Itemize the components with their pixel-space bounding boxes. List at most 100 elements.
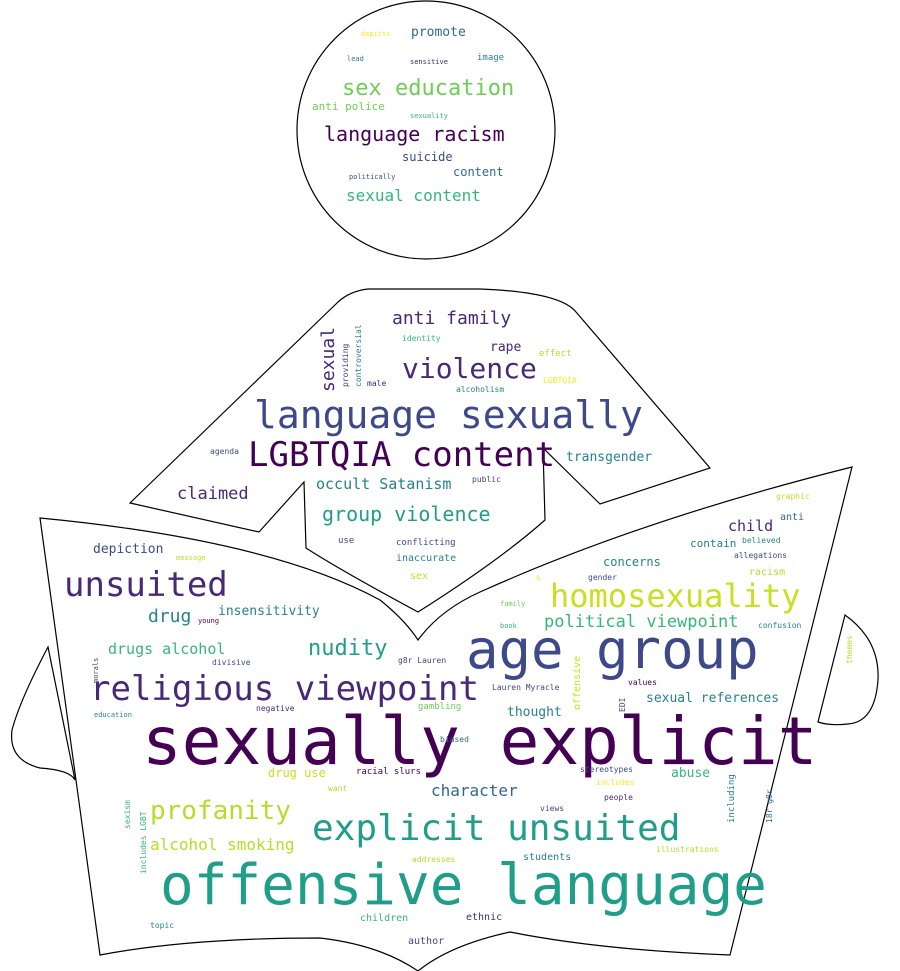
- word-violence: violence: [402, 352, 537, 385]
- word-addresses: addresses: [412, 855, 456, 864]
- word-political-viewpoint: political viewpoint: [544, 612, 738, 632]
- word-character: character: [431, 781, 518, 800]
- word-students: students: [523, 852, 571, 863]
- word-morals: morals: [92, 658, 100, 683]
- word-includes: includes: [596, 778, 635, 787]
- word-lauren-myracle: Lauren Myracle: [492, 683, 560, 692]
- word-sexual-content: sexual content: [346, 186, 481, 205]
- word-alcohol-smoking: alcohol smoking: [150, 835, 295, 854]
- word-profanity: profanity: [150, 796, 291, 826]
- torso-book-outline: [128, 288, 712, 613]
- word-divisive: divisive: [212, 658, 251, 667]
- word-gambling: gambling: [418, 702, 461, 712]
- head-outline: [296, 0, 556, 260]
- right-hand-outline: [817, 614, 879, 726]
- word-edi: EDI: [618, 697, 627, 712]
- word-author: author: [408, 936, 444, 947]
- word-anti-police: anti police: [312, 100, 385, 113]
- word-homosexuality: homosexuality: [550, 577, 800, 615]
- word-contain: contain: [690, 537, 736, 550]
- word-lgbtqia-content: LGBTQIA content: [248, 435, 555, 475]
- word-want: want: [328, 784, 347, 793]
- word-drug: drug: [148, 606, 191, 627]
- word-claimed: claimed: [177, 484, 249, 504]
- word-gender: gender: [588, 573, 617, 582]
- word-drugs-alcohol: drugs alcohol: [108, 640, 225, 658]
- word-concerns: concerns: [603, 555, 661, 569]
- word-image: image: [477, 53, 504, 63]
- word-young: young: [198, 617, 219, 625]
- word-lead: lead: [347, 55, 364, 63]
- word-people: people: [604, 793, 633, 802]
- word-ethnic: ethnic: [466, 912, 502, 923]
- word-identity: identity: [402, 334, 441, 343]
- word-politically: politically: [349, 173, 395, 181]
- word-book: book: [500, 622, 518, 630]
- word-child: child: [728, 517, 773, 535]
- word-sexism: sexism: [123, 800, 132, 829]
- word-effect: effect: [539, 349, 572, 359]
- word-depiction: depiction: [93, 542, 163, 557]
- word-racial-slurs: racial slurs: [356, 767, 421, 777]
- word-conflicting: conflicting: [396, 538, 456, 548]
- word-family: family: [500, 600, 525, 608]
- word-thought: thought: [507, 705, 562, 720]
- word-group-violence: group violence: [322, 502, 491, 526]
- word-message: message: [176, 554, 206, 562]
- word-male: male: [367, 379, 386, 388]
- word-sensitive: sensitive: [410, 58, 448, 66]
- word-topic: topic: [150, 921, 174, 930]
- word-18r-g8r: 18r g8r: [765, 789, 774, 823]
- word-anti: anti: [780, 512, 804, 523]
- word-racism: racism: [749, 567, 785, 578]
- word-providing: providing: [341, 343, 350, 387]
- word-sex: sex: [410, 571, 428, 582]
- word-values: values: [628, 678, 657, 687]
- word-themes: themes: [845, 635, 854, 664]
- word-drug-use: drug use: [268, 766, 326, 780]
- word-sexual: sexual: [318, 327, 339, 392]
- word-public: public: [472, 475, 501, 484]
- word-confusion: confusion: [758, 621, 802, 630]
- word-use: use: [338, 536, 354, 546]
- word-abuse: abuse: [671, 766, 710, 781]
- word-allegations: allegations: [734, 551, 787, 560]
- word-alcoholism: alcoholism: [456, 385, 504, 394]
- word-education: education: [94, 711, 132, 719]
- word-includes-lgbt: includes LGBT: [139, 811, 148, 874]
- word-sexuality: sexuality: [410, 112, 448, 120]
- word-age-group: age group: [466, 618, 759, 681]
- word-lgbtqia: LGBTQIA: [543, 376, 577, 385]
- word-negative: negative: [256, 704, 295, 713]
- word-biased: biased: [440, 735, 469, 744]
- word-sex-education: sex education: [342, 76, 514, 101]
- word-occult-satanism: occult Satanism: [316, 475, 451, 493]
- word-including: including: [727, 774, 737, 823]
- word-illustrations: illustrations: [656, 845, 719, 854]
- word-views: views: [540, 804, 564, 813]
- word-rape: rape: [490, 340, 521, 355]
- word-children: children: [360, 913, 408, 924]
- word-unsuited: unsuited: [64, 565, 228, 605]
- word-offensive: offensive: [572, 656, 583, 710]
- word-agenda: agenda: [210, 447, 239, 456]
- word-nudity: nudity: [308, 636, 387, 661]
- word-explicit-unsuited: explicit unsuited: [312, 808, 680, 849]
- word-language-racism: language racism: [324, 122, 505, 146]
- word-offensive-language: offensive language: [160, 853, 767, 918]
- word-graphic: graphic: [776, 492, 810, 501]
- word-inaccurate: inaccurate: [396, 553, 456, 564]
- word-suicide: suicide: [402, 150, 453, 164]
- word-stereotypes: stereotypes: [580, 765, 633, 774]
- book-outline: [39, 466, 853, 971]
- word-religious-viewpoint: religious viewpoint: [90, 669, 479, 709]
- word-believed: believed: [742, 536, 781, 545]
- word-insensitivity: insensitivity: [218, 604, 320, 619]
- word-controversial: controversial: [354, 324, 363, 387]
- word-transgender: transgender: [566, 450, 652, 465]
- word-anti-family: anti family: [392, 308, 511, 329]
- word-sexual-references: sexual references: [646, 691, 779, 706]
